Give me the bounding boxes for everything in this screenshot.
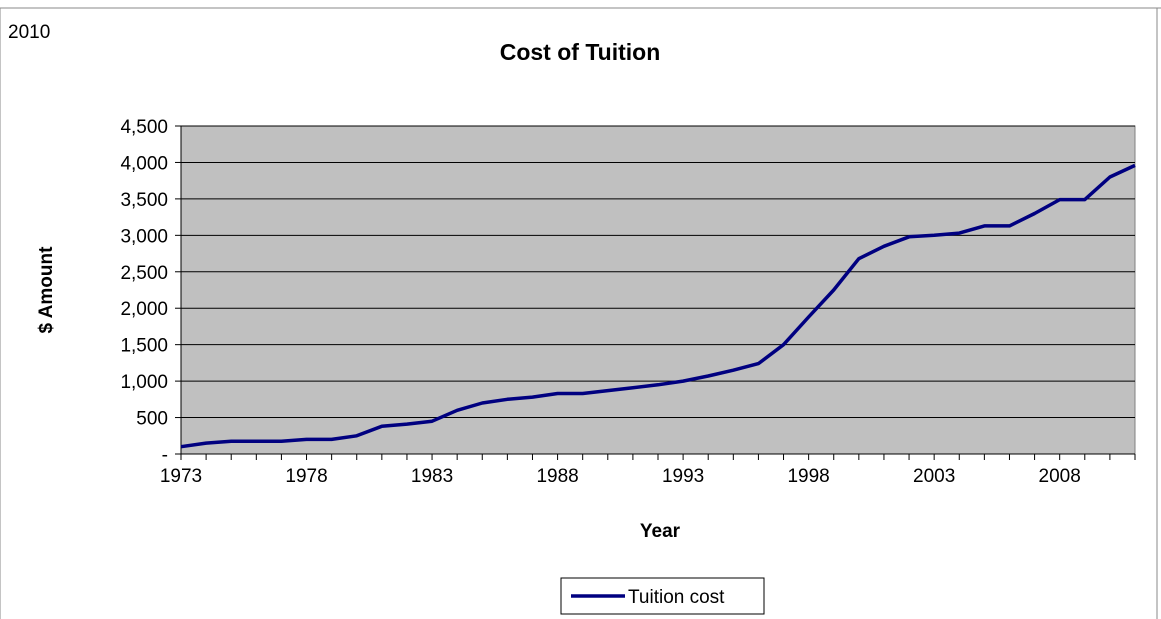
x-axis-ticks: 1973 1978 1983 1988 1993 1998 2003 2008 [160, 453, 1136, 487]
y-tick-label: 3,500 [120, 190, 168, 211]
gridlines [181, 125, 1135, 419]
y-axis-ticks: - 500 1,000 1,500 2,000 2,500 3,000 3,500 4,000 4… [120, 117, 182, 466]
corner-label: 2010 [8, 22, 50, 43]
y-tick-label: 1,500 [120, 336, 168, 357]
x-tick-label: 1978 [285, 466, 327, 487]
legend-label: Tuition cost [628, 587, 725, 608]
y-axis-title: $ Amount [36, 246, 57, 334]
chart-title: Cost of Tuition [500, 39, 661, 65]
x-tick-label: 1973 [160, 466, 202, 487]
y-tick-label: - [162, 445, 168, 466]
x-tick-label: 1998 [787, 466, 829, 487]
x-tick-label: 1993 [662, 466, 704, 487]
y-tick-label: 3,000 [120, 226, 168, 247]
legend: Tuition cost [560, 577, 765, 615]
y-tick-label: 1,000 [120, 372, 168, 393]
x-tick-label: 2003 [913, 466, 955, 487]
y-tick-label: 4,000 [120, 153, 168, 174]
y-tick-label: 500 [136, 409, 168, 430]
x-tick-label: 2008 [1039, 466, 1081, 487]
plot-area [180, 125, 1136, 455]
y-tick-label: 2,000 [120, 299, 168, 320]
y-tick-label: 4,500 [120, 117, 168, 138]
x-axis-title: Year [640, 521, 681, 542]
series-line [180, 163, 1136, 449]
y-tick-label: 2,500 [120, 263, 168, 284]
x-tick-label: 1988 [536, 466, 578, 487]
series-group [180, 163, 1136, 449]
x-tick-label: 1983 [411, 466, 453, 487]
